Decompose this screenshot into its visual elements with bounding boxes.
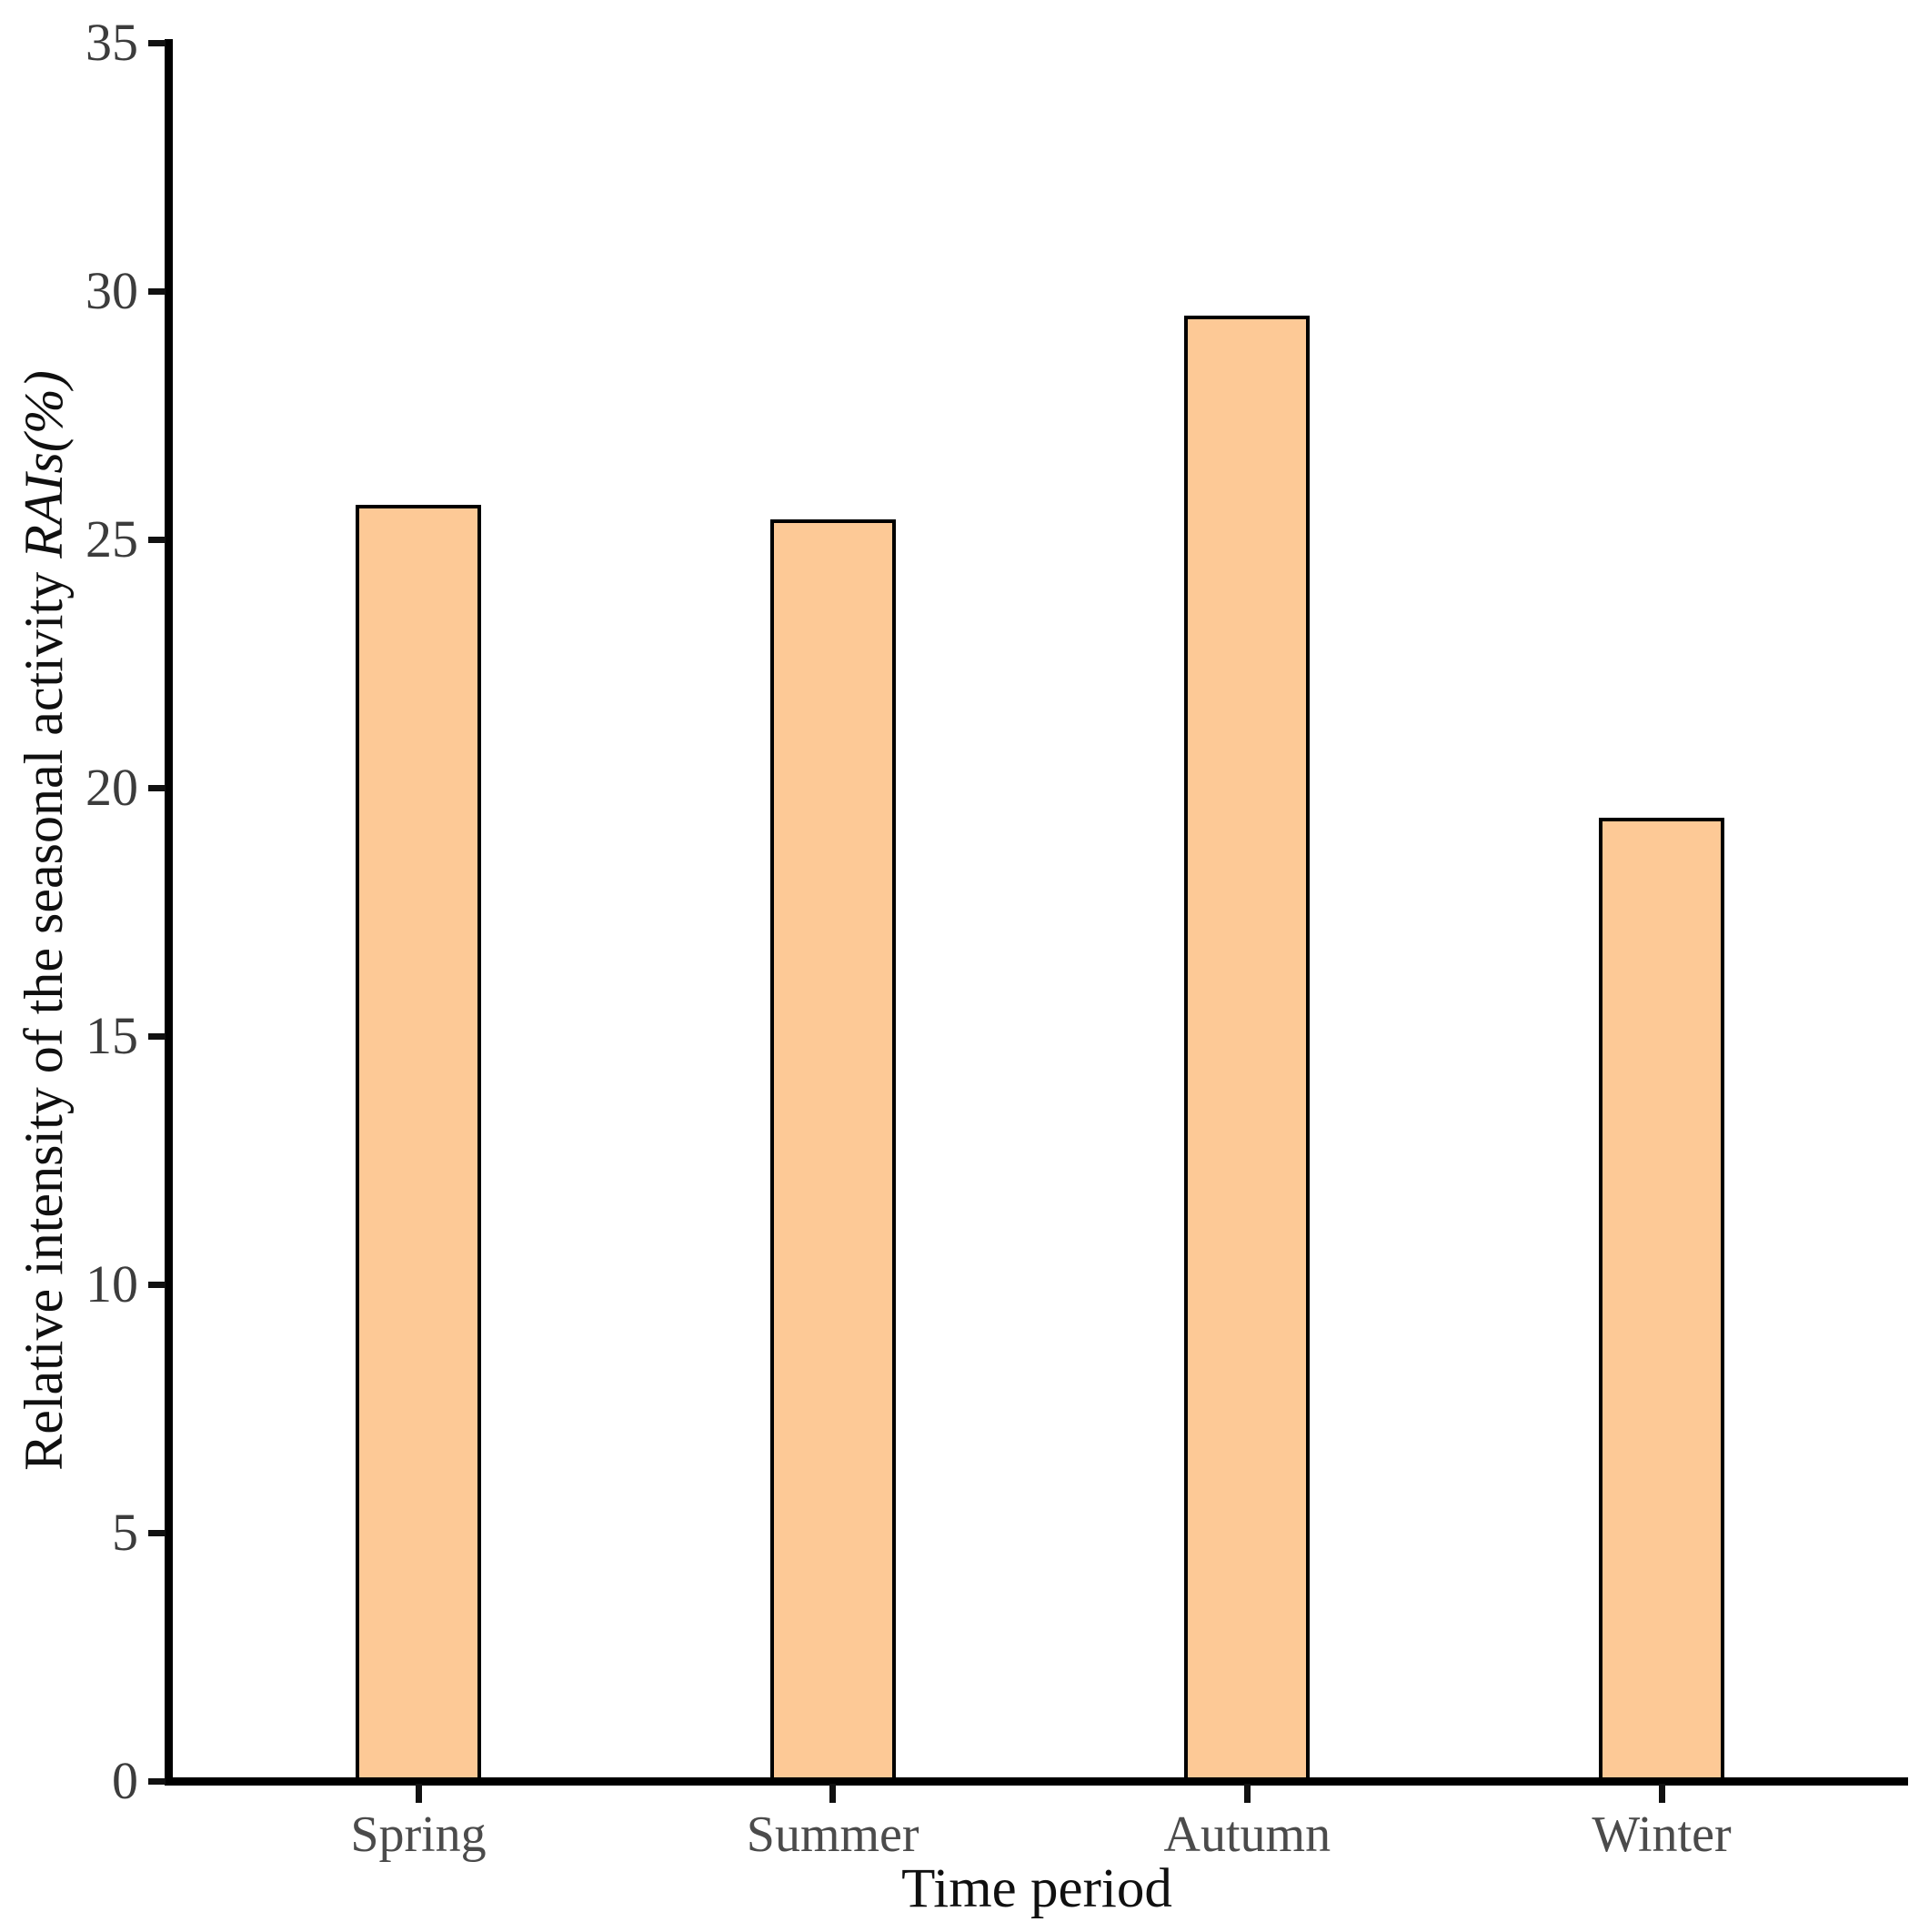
x-tick-summer <box>829 1784 837 1803</box>
y-tick-label-25: 25 <box>85 509 138 569</box>
bar-summer <box>769 519 896 1781</box>
y-tick-30 <box>148 287 166 295</box>
bar-autumn <box>1184 316 1311 1781</box>
x-axis-line <box>165 1777 1908 1786</box>
y-tick-10 <box>148 1281 166 1288</box>
y-axis-line <box>165 39 173 1785</box>
y-tick-label-0: 0 <box>112 1751 138 1810</box>
x-tick-winter <box>1658 1784 1665 1803</box>
x-tick-spring <box>415 1784 422 1803</box>
x-tick-label-autumn: Autumn <box>1163 1806 1331 1863</box>
y-axis-title: Relative intensity of the seasonal activ… <box>7 238 80 1603</box>
y-tick-0 <box>148 1777 166 1785</box>
x-tick-label-summer: Summer <box>746 1806 919 1863</box>
bar-spring <box>356 504 481 1781</box>
y-tick-35 <box>148 39 166 46</box>
y-tick-label-10: 10 <box>85 1254 138 1313</box>
y-tick-25 <box>148 536 166 543</box>
x-axis-title: Time period <box>901 1858 1172 1919</box>
bar-winter <box>1599 817 1724 1781</box>
y-tick-20 <box>148 784 166 791</box>
x-tick-autumn <box>1243 1784 1251 1803</box>
y-axis-title-plain: Relative intensity of the seasonal activ… <box>14 558 74 1471</box>
x-tick-label-spring: Spring <box>350 1806 487 1863</box>
y-tick-label-20: 20 <box>85 758 138 817</box>
x-tick-label-winter: Winter <box>1592 1806 1732 1863</box>
y-tick-5 <box>148 1529 166 1536</box>
y-tick-label-5: 5 <box>112 1503 138 1562</box>
y-tick-15 <box>148 1032 166 1040</box>
y-axis-title-italic: RAIs(%) <box>14 370 74 558</box>
y-tick-label-35: 35 <box>85 13 138 72</box>
y-tick-label-15: 15 <box>85 1006 138 1065</box>
y-tick-label-30: 30 <box>85 261 138 320</box>
